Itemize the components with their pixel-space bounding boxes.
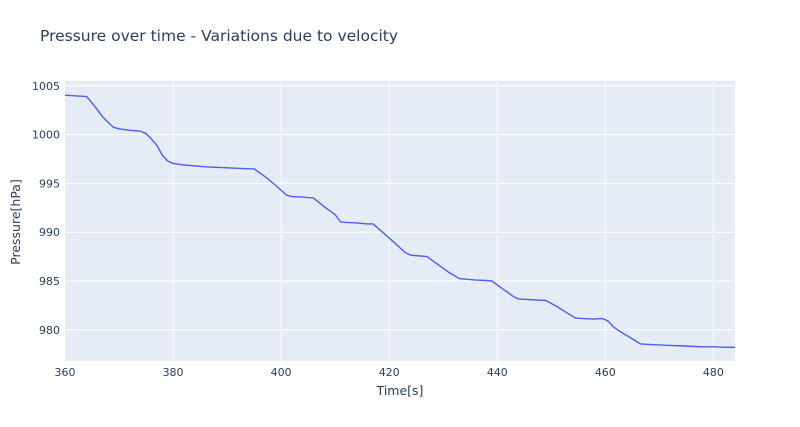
y-tick-label: 980 bbox=[39, 324, 60, 337]
y-axis-ticks: 980 985 990 995 1000 1005 bbox=[32, 80, 60, 337]
chart-title: Pressure over time - Variations due to v… bbox=[40, 27, 398, 45]
y-tick-label: 995 bbox=[39, 177, 60, 190]
y-tick-label: 990 bbox=[39, 226, 60, 239]
x-tick-label: 360 bbox=[55, 366, 76, 379]
y-tick-label: 1000 bbox=[32, 129, 60, 142]
y-tick-label: 1005 bbox=[32, 80, 60, 93]
pressure-series-line bbox=[64, 94, 735, 349]
series-layer bbox=[64, 94, 735, 349]
y-tick-label: 985 bbox=[39, 275, 60, 288]
x-axis-ticks: 360 380 400 420 440 460 480 bbox=[55, 366, 724, 379]
x-tick-label: 440 bbox=[487, 366, 508, 379]
x-tick-label: 460 bbox=[595, 366, 616, 379]
gridlines bbox=[65, 81, 735, 361]
x-axis-title: Time[s] bbox=[376, 383, 424, 398]
x-tick-label: 380 bbox=[163, 366, 184, 379]
y-axis-title: Pressure[hPa] bbox=[8, 179, 23, 265]
x-tick-label: 480 bbox=[703, 366, 724, 379]
x-tick-label: 400 bbox=[271, 366, 292, 379]
x-tick-label: 420 bbox=[379, 366, 400, 379]
plot-area bbox=[65, 81, 735, 361]
